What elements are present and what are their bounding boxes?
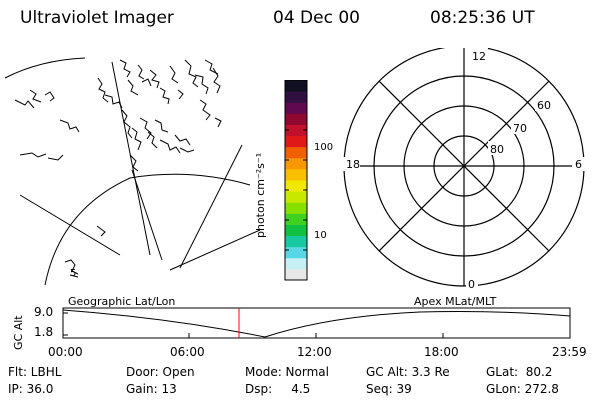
door-info: Door: Open bbox=[126, 365, 195, 379]
x-tick-0600: 06:00 bbox=[170, 345, 205, 359]
colorbar-cell bbox=[285, 80, 307, 92]
time-label: 08:25:36 UT bbox=[430, 8, 535, 28]
lat-label-80: 80 bbox=[490, 143, 504, 156]
map-label: 5 bbox=[70, 268, 76, 279]
mlt-label-0: 0 bbox=[468, 278, 475, 291]
mlt-label-12: 12 bbox=[472, 50, 486, 63]
colorbar-tick-100: 100 bbox=[314, 142, 334, 153]
dsp-info: Dsp: 4.5 bbox=[245, 382, 311, 396]
colorbar-cell bbox=[285, 124, 307, 137]
colorbar-cell bbox=[285, 213, 307, 225]
colorbar-unit-label: photon cm⁻²s⁻¹ bbox=[254, 152, 267, 238]
altitude-curve bbox=[62, 309, 571, 338]
gain-info: Gain: 13 bbox=[126, 382, 177, 396]
colorbar-cell bbox=[285, 91, 307, 103]
colorbar-cell bbox=[285, 102, 307, 114]
x-tick-0000: 00:00 bbox=[48, 345, 83, 359]
colorbar-cell bbox=[285, 135, 307, 148]
colorbar-cell bbox=[285, 113, 307, 125]
colorbar-tick-10: 10 bbox=[314, 230, 327, 241]
gc-alt-info: GC Alt: 3.3 Re bbox=[366, 365, 450, 379]
instrument-title: Ultraviolet Imager bbox=[20, 8, 174, 28]
glat-info: GLat: 80.2 bbox=[486, 365, 553, 379]
y-tick-1-8: 1.8 bbox=[34, 325, 54, 339]
seq-info: Seq: 39 bbox=[366, 382, 412, 396]
geographic-map: 5 bbox=[4, 57, 261, 286]
mlt-label-18: 18 bbox=[346, 158, 360, 171]
colorbar-cell bbox=[285, 191, 307, 203]
x-tick-1200: 12:00 bbox=[297, 345, 332, 359]
colorbar-cell bbox=[285, 146, 307, 159]
colorbar-cell bbox=[285, 224, 307, 237]
glon-info: GLon: 272.8 bbox=[486, 382, 559, 396]
gc-alt-axis-label: GC Alt bbox=[12, 315, 25, 350]
polar-plot: 12 18 6 0 60 70 80 bbox=[342, 48, 586, 291]
colorbar-cell bbox=[285, 268, 307, 281]
date-label: 04 Dec 00 bbox=[273, 8, 360, 28]
apex-caption: Apex MLat/MLT bbox=[414, 295, 497, 308]
colorbar-cell bbox=[285, 168, 307, 181]
x-tick-2359: 23:59 bbox=[552, 345, 587, 359]
lat-label-70: 70 bbox=[513, 122, 527, 135]
colorbar-cell bbox=[285, 157, 307, 170]
ip-info: IP: 36.0 bbox=[8, 382, 54, 396]
orbit-altitude-plot bbox=[62, 307, 571, 339]
color-bar bbox=[284, 80, 308, 281]
mlt-label-6: 6 bbox=[575, 158, 582, 171]
lat-label-60: 60 bbox=[537, 99, 551, 112]
mode-info: Mode: Normal bbox=[245, 365, 329, 379]
colorbar-cell bbox=[285, 246, 307, 259]
x-tick-1800: 18:00 bbox=[424, 345, 459, 359]
filter-info: Flt: LBHL bbox=[8, 365, 62, 379]
colorbar-cell bbox=[285, 202, 307, 214]
y-tick-9: 9.0 bbox=[34, 305, 54, 319]
colorbar-cell bbox=[285, 235, 307, 248]
colorbar-cell bbox=[285, 180, 307, 192]
colorbar-cell bbox=[285, 257, 307, 270]
geographic-caption: Geographic Lat/Lon bbox=[68, 295, 176, 308]
